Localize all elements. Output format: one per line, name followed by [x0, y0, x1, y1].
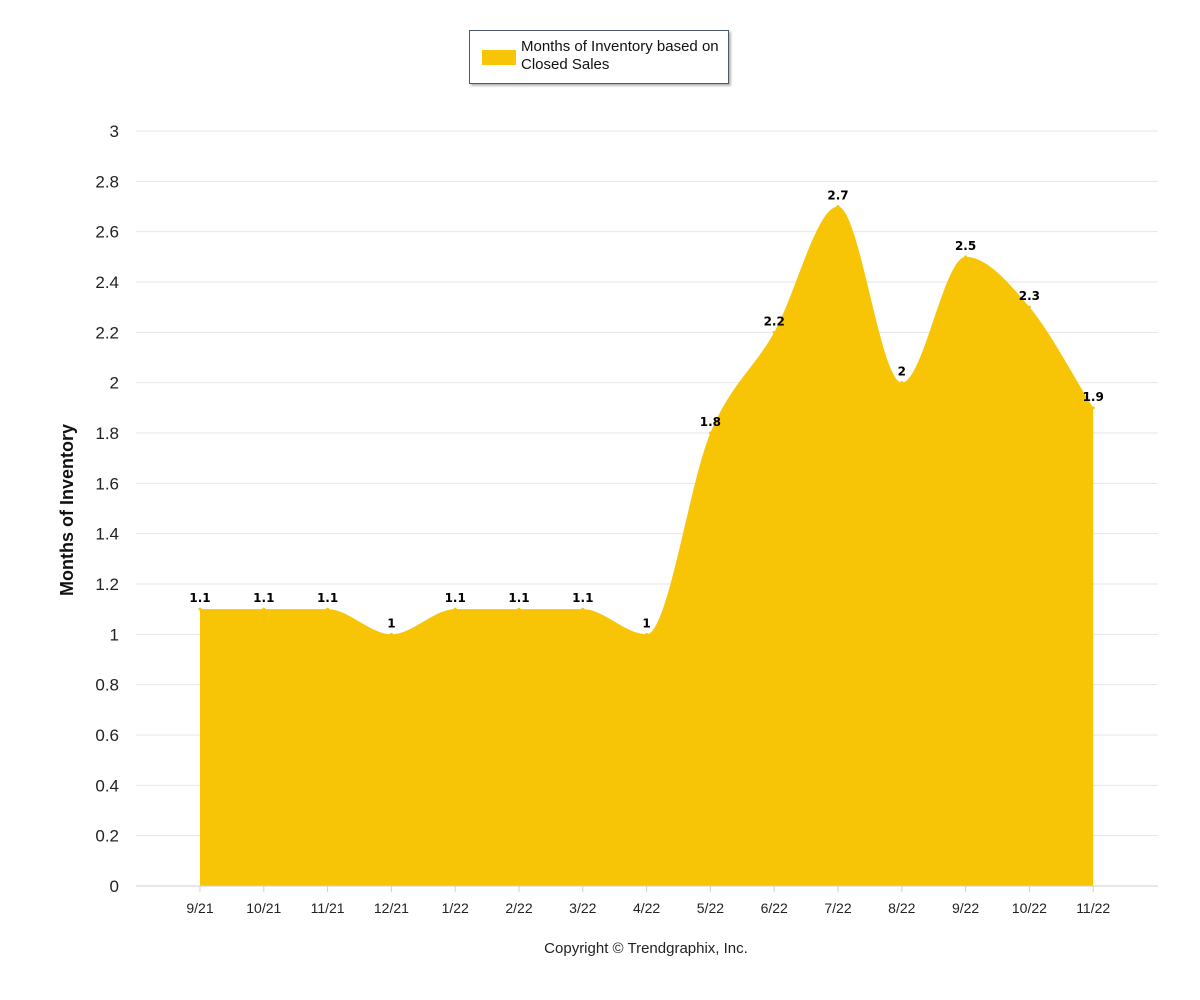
y-axis: 0 0.2 0.4 0.6 0.8 1 1.2 1.4 1.6 1.8 2 2.2 2.4 2.6 2.8 3: [95, 122, 119, 896]
y-tick-label: 0: [110, 877, 119, 896]
data-point: [453, 607, 457, 611]
legend-label: Months of Inventory based on Closed Sale…: [521, 38, 719, 73]
x-tick-label: 7/22: [824, 900, 851, 916]
area-layer: [198, 205, 1095, 886]
data-point: [389, 632, 393, 636]
y-tick-label: 1.4: [95, 525, 119, 544]
x-tick-label: 10/21: [246, 900, 281, 916]
y-tick-label: 3: [110, 122, 119, 141]
data-label: 2.5: [955, 239, 976, 253]
data-label: 1.9: [1083, 390, 1104, 404]
data-label: 1: [387, 616, 395, 630]
data-point: [964, 255, 968, 259]
y-tick-label: 2: [110, 374, 119, 393]
data-label: 2.3: [1019, 289, 1040, 303]
data-point: [1091, 406, 1095, 410]
data-label: 1.1: [253, 591, 274, 605]
x-tick-label: 1/22: [442, 900, 469, 916]
x-tick-label: 3/22: [569, 900, 596, 916]
data-label: 2.7: [827, 189, 848, 203]
x-tick-label: 9/21: [186, 900, 213, 916]
data-label: 1.1: [572, 591, 593, 605]
data-point: [581, 607, 585, 611]
data-label: 2: [898, 365, 906, 379]
data-point: [900, 381, 904, 385]
data-point: [708, 431, 712, 435]
y-tick-label: 2.2: [95, 323, 119, 342]
data-point: [198, 607, 202, 611]
x-tick-label: 11/21: [311, 900, 345, 916]
y-tick-label: 2.4: [95, 273, 119, 292]
y-tick-label: 2.8: [95, 172, 119, 191]
data-point: [326, 607, 330, 611]
data-label: 1.1: [445, 591, 466, 605]
x-tick-label: 4/22: [633, 900, 660, 916]
y-tick-label: 1: [110, 625, 119, 644]
x-tick-label: 6/22: [761, 900, 788, 916]
data-label: 1.8: [700, 415, 721, 429]
copyright-text: Copyright © Trendgraphix, Inc.: [544, 940, 748, 957]
x-tick-label: 10/22: [1012, 900, 1047, 916]
legend: Months of Inventory based on Closed Sale…: [469, 30, 729, 84]
x-tick-label: 11/22: [1076, 900, 1110, 916]
x-axis: 9/21 10/21 11/21 12/21 1/22 2/22 3/22 4/22 5/22 6…: [136, 885, 1158, 916]
x-tick-label: 2/22: [505, 900, 532, 916]
area-series: [200, 206, 1094, 886]
data-point: [645, 632, 649, 636]
y-tick-label: 1.8: [95, 424, 119, 443]
data-label: 1.1: [317, 591, 338, 605]
y-tick-label: 2.6: [95, 223, 119, 242]
x-tick-label: 8/22: [888, 900, 915, 916]
data-label: 1.1: [508, 591, 529, 605]
data-label: 2.2: [764, 314, 785, 328]
x-tick-label: 9/22: [952, 900, 979, 916]
x-tick-label: 5/22: [697, 900, 724, 916]
y-tick-label: 0.2: [95, 827, 119, 846]
data-label: 1.1: [189, 591, 210, 605]
x-tick-label: 12/21: [374, 900, 409, 916]
y-axis-title: Months of Inventory: [57, 424, 77, 596]
y-tick-label: 1.2: [95, 575, 119, 594]
data-point: [517, 607, 521, 611]
data-point: [772, 330, 776, 334]
data-labels: 1.1 1.1 1.1 1 1.1 1.1 1.1 1 1.8 2.2 2.7 2 2.5 2.3 1.9: [189, 189, 1103, 631]
y-tick-label: 1.6: [95, 474, 119, 493]
data-label: 1: [642, 616, 650, 630]
y-tick-label: 0.8: [95, 676, 119, 695]
legend-swatch: [482, 50, 516, 65]
data-point: [836, 205, 840, 208]
data-point: [262, 607, 266, 611]
y-tick-label: 0.4: [95, 776, 119, 795]
data-point: [1027, 305, 1031, 309]
y-tick-label: 0.6: [95, 726, 119, 745]
